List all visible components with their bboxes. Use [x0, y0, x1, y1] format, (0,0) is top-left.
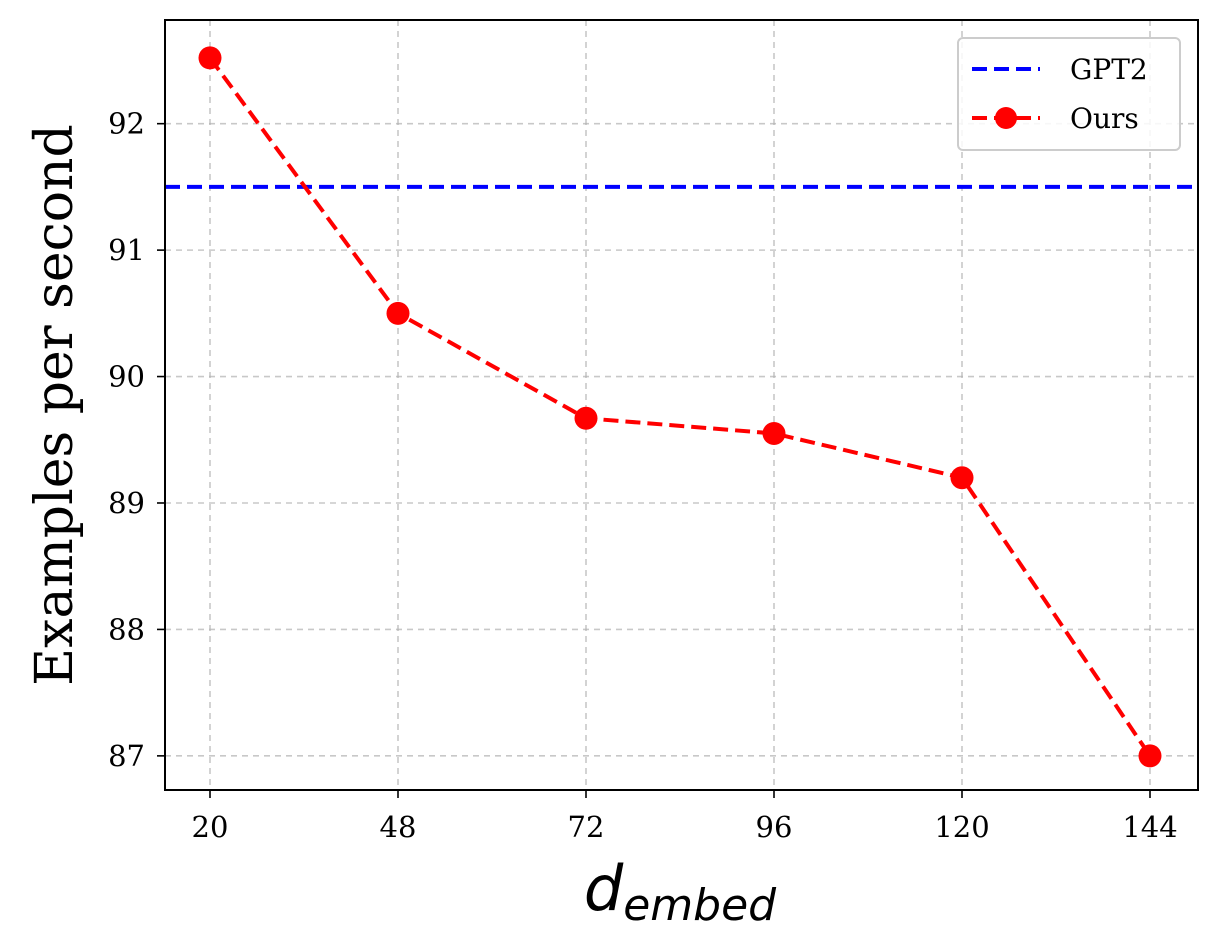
- y-tick-label: 88: [108, 612, 145, 646]
- series-line-ours: [208, 56, 1152, 757]
- data-point-ours: [574, 406, 598, 430]
- x-tick-label: 20: [192, 810, 229, 844]
- x-axis-label-main: d: [584, 852, 624, 925]
- data-point-ours: [386, 301, 410, 325]
- y-axis-label: Examples per second: [25, 124, 85, 686]
- axis-ticks: 20 48 72 96 120 144 87 88 89 90 91 92: [108, 107, 1178, 844]
- x-tick-label: 72: [568, 810, 605, 844]
- x-tick-label: 48: [380, 810, 417, 844]
- y-tick-label: 92: [108, 107, 145, 141]
- legend-label-gpt2: GPT2: [1070, 53, 1148, 86]
- x-tick-label: 144: [1122, 810, 1177, 844]
- y-tick-label: 89: [108, 486, 145, 520]
- y-tick-label: 87: [108, 739, 145, 773]
- series-layer: [165, 46, 1198, 768]
- x-axis-label: dembed: [584, 852, 777, 931]
- y-tick-label: 91: [108, 233, 145, 267]
- data-point-ours: [1138, 744, 1162, 768]
- plot-frame: [164, 19, 1199, 791]
- x-axis-label-subscript: embed: [623, 880, 777, 931]
- y-tick-label: 90: [108, 360, 145, 394]
- x-tick-label: 96: [756, 810, 793, 844]
- data-point-ours: [198, 46, 222, 70]
- legend-marker-ours: [995, 107, 1017, 129]
- data-point-ours: [762, 421, 786, 445]
- legend: GPT2 Ours: [957, 37, 1181, 151]
- x-tick-label: 120: [934, 810, 989, 844]
- legend-label-ours: Ours: [1070, 102, 1139, 135]
- data-point-ours: [950, 466, 974, 490]
